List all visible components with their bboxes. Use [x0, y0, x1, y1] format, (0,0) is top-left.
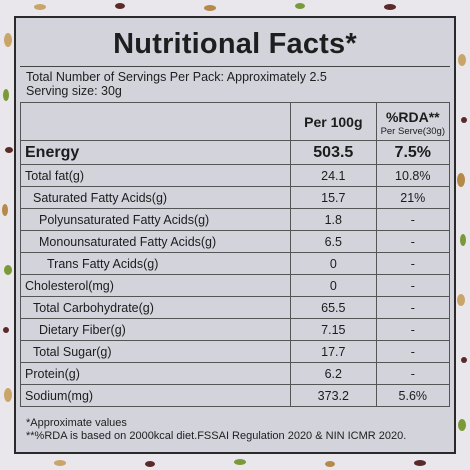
table-row: Dietary Fiber(g) 7.15 - — [19, 318, 451, 341]
nutrient-name: Polyunsaturated Fatty Acids(g) — [19, 208, 292, 231]
nutrient-rda: - — [375, 274, 451, 297]
nutrient-rda: 10.8% — [375, 164, 451, 187]
nutrient-per100: 0 — [290, 252, 377, 275]
footnotes: *Approximate values **%RDA is based on 2… — [26, 417, 406, 443]
nutrient-name: Energy — [19, 140, 292, 165]
nutrient-name: Saturated Fatty Acids(g) — [19, 186, 292, 209]
nutrient-name: Sodium(mg) — [19, 384, 292, 407]
header-rda: %RDA** — [385, 108, 440, 125]
header-rda-sub: Per Serve(30g) — [380, 125, 445, 137]
nutrient-rda: 7.5% — [375, 140, 451, 165]
nutrient-name: Total fat(g) — [19, 164, 292, 187]
nutrient-per100: 6.2 — [290, 362, 377, 385]
nutrient-rda: - — [375, 230, 451, 253]
nutrient-per100: 0 — [290, 274, 377, 297]
nutrient-per100: 503.5 — [290, 140, 377, 165]
footnote-rda: **%RDA is based on 2000kcal diet.FSSAI R… — [26, 430, 407, 442]
nutrient-name: Protein(g) — [19, 362, 292, 385]
nutrient-name: Total Carbohydrate(g) — [19, 296, 292, 319]
table-row: Energy 503.5 7.5% — [19, 140, 451, 165]
nutrient-name: Monounsaturated Fatty Acids(g) — [19, 230, 292, 253]
table-row: Saturated Fatty Acids(g) 15.7 21% — [19, 186, 451, 209]
header-per100-cell: Per 100g — [290, 102, 377, 141]
nutrient-per100: 373.2 — [290, 384, 377, 407]
nutrient-per100: 17.7 — [290, 340, 377, 363]
table-row: Polyunsaturated Fatty Acids(g) 1.8 - — [19, 208, 451, 231]
nutrient-name: Trans Fatty Acids(g) — [19, 252, 292, 275]
table-row: Total fat(g) 24.1 10.8% — [19, 164, 451, 187]
serving-size: Serving size: 30g — [26, 84, 122, 98]
table-row: Protein(g) 6.2 - — [19, 362, 451, 385]
nutrient-rda: - — [375, 296, 451, 319]
servings-per-pack: Total Number of Servings Per Pack: Appro… — [26, 70, 327, 84]
nutrition-facts-panel: Nutritional Facts* Total Number of Servi… — [14, 16, 456, 454]
nutrient-per100: 6.5 — [290, 230, 377, 253]
nutrient-rda: 21% — [375, 186, 451, 209]
table-row: Monounsaturated Fatty Acids(g) 6.5 - — [19, 230, 451, 253]
seed-decoration-icon — [2, 3, 467, 467]
nutrient-rda: 5.6% — [375, 384, 451, 407]
table-row: Sodium(mg) 373.2 5.6% — [19, 384, 451, 407]
nutrient-per100: 24.1 — [290, 164, 377, 187]
nutrient-per100: 7.15 — [290, 318, 377, 341]
table-row: Trans Fatty Acids(g) 0 - — [19, 252, 451, 275]
table-row: Total Carbohydrate(g) 65.5 - — [19, 296, 451, 319]
title-divider — [20, 66, 450, 67]
nutrient-per100: 15.7 — [290, 186, 377, 209]
nutrition-title: Nutritional Facts* — [113, 28, 357, 60]
table-row: Cholesterol(mg) 0 - — [19, 274, 451, 297]
nutrient-name: Cholesterol(mg) — [19, 274, 292, 297]
nutrient-per100: 1.8 — [290, 208, 377, 231]
table-row: Total Sugar(g) 17.7 - — [19, 340, 451, 363]
serving-info: Total Number of Servings Per Pack: Appro… — [26, 70, 327, 98]
header-rda-cell: %RDA** Per Serve(30g) — [375, 102, 451, 141]
nutrient-rda: - — [375, 362, 451, 385]
header-blank-cell — [19, 102, 292, 141]
nutrient-name: Dietary Fiber(g) — [19, 318, 292, 341]
header-per100: Per 100g — [304, 113, 363, 130]
nutrient-rda: - — [375, 252, 451, 275]
table-header-row: Per 100g %RDA** Per Serve(30g) — [19, 102, 451, 141]
nutrient-per100: 65.5 — [290, 296, 377, 319]
nutrition-table: Per 100g %RDA** Per Serve(30g) Energy 50… — [19, 102, 451, 407]
footnote-approximate: *Approximate values — [26, 417, 127, 429]
nutrient-rda: - — [375, 318, 451, 341]
nutrient-name: Total Sugar(g) — [19, 340, 292, 363]
nutrient-rda: - — [375, 340, 451, 363]
nutrient-rda: - — [375, 208, 451, 231]
